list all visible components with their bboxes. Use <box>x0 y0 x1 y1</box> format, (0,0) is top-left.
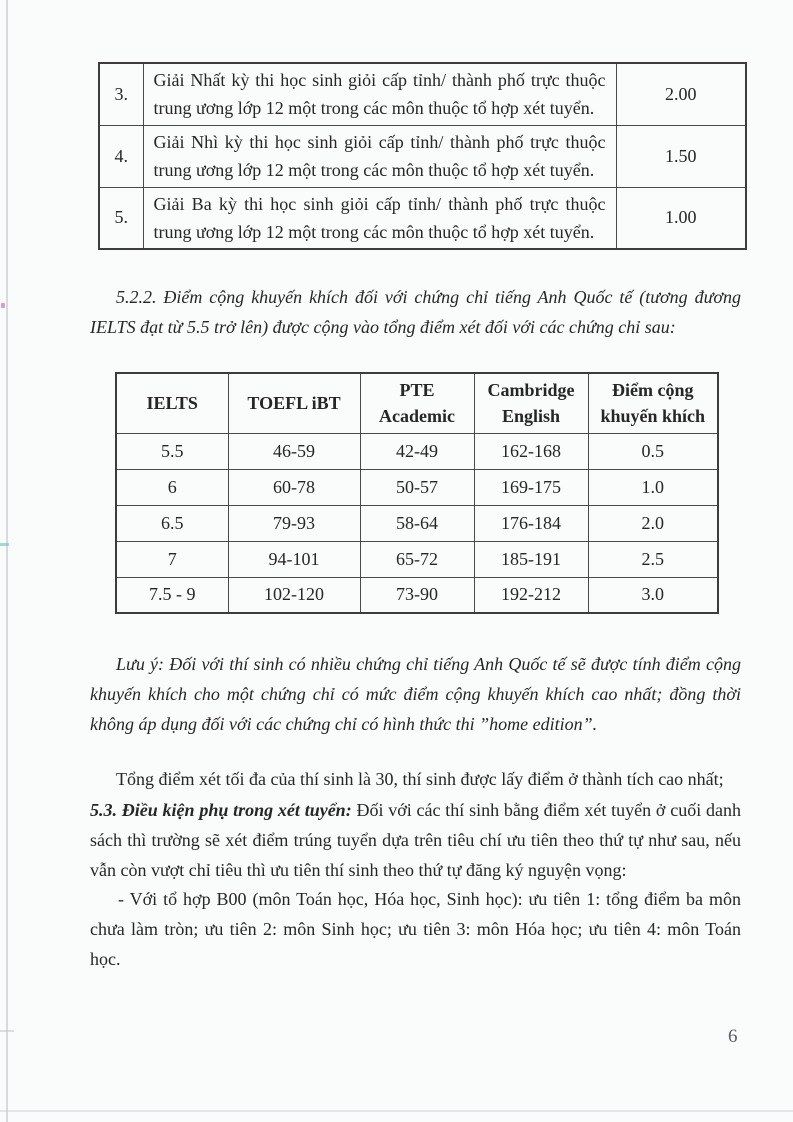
section-5-2-2-paragraph: 5.2.2. Điểm cộng khuyến khích đối với ch… <box>90 287 741 337</box>
cell-pte: 42-49 <box>359 432 475 470</box>
scan-artifact-speck <box>0 543 9 546</box>
cell-ielts: 6 <box>115 468 229 506</box>
section-5-3-text: Đối với các thí sinh bằng điểm xét tuyển… <box>90 800 741 880</box>
cell-cambridge: 162-168 <box>473 432 589 470</box>
scan-edge-line-left <box>6 0 8 1122</box>
cell-toefl: 94-101 <box>227 540 361 578</box>
row-number: 5. <box>98 186 144 250</box>
cell-ielts: 7.5 - 9 <box>115 576 229 614</box>
table-row: 7.5 - 9 102-120 73-90 192-212 3.0 <box>115 576 719 614</box>
table-row: 4. Giải Nhì kỳ thi học sinh giỏi cấp tỉn… <box>98 124 747 188</box>
column-header-toefl: TOEFL iBT <box>227 372 361 434</box>
cell-cambridge: 176-184 <box>473 504 589 542</box>
page-number: 6 <box>728 1026 738 1047</box>
cell-bonus: 3.0 <box>587 576 719 614</box>
table-row: 6 60-78 50-57 169-175 1.0 <box>115 468 719 506</box>
row-number: 3. <box>98 62 144 126</box>
scan-artifact-tick <box>0 1030 14 1032</box>
note-paragraph: Lưu ý: Đối với thí sinh có nhiều chứng c… <box>90 654 741 734</box>
column-header-cambridge: Cambridge English <box>473 372 589 434</box>
award-points: 1.50 <box>615 124 747 188</box>
award-description: Giải Nhì kỳ thi học sinh giỏi cấp tỉnh/ … <box>142 124 617 188</box>
cell-bonus: 2.5 <box>587 540 719 578</box>
cell-toefl: 102-120 <box>227 576 361 614</box>
cell-toefl: 60-78 <box>227 468 361 506</box>
max-score-paragraph: Tổng điểm xét tối đa của thí sinh là 30,… <box>116 769 724 789</box>
cell-ielts: 6.5 <box>115 504 229 542</box>
cell-bonus: 2.0 <box>587 504 719 542</box>
cell-toefl: 79-93 <box>227 504 361 542</box>
cell-bonus: 1.0 <box>587 468 719 506</box>
award-points: 2.00 <box>615 62 747 126</box>
table-row: 5. Giải Ba kỳ thi học sinh giỏi cấp tỉnh… <box>98 186 747 250</box>
row-number: 4. <box>98 124 144 188</box>
table-row: 3. Giải Nhất kỳ thi học sinh giỏi cấp tỉ… <box>98 62 747 126</box>
section-5-3-label: 5.3. Điều kiện phụ trong xét tuyển: <box>90 800 352 820</box>
award-description: Giải Ba kỳ thi học sinh giỏi cấp tỉnh/ t… <box>142 186 617 250</box>
table-row: 6.5 79-93 58-64 176-184 2.0 <box>115 504 719 542</box>
english-certificate-table: IELTS TOEFL iBT PTE Academic Cambridge E… <box>115 372 719 614</box>
cell-pte: 73-90 <box>359 576 475 614</box>
column-header-pte: PTE Academic <box>359 372 475 434</box>
cell-ielts: 5.5 <box>115 432 229 470</box>
award-points-table: 3. Giải Nhất kỳ thi học sinh giỏi cấp tỉ… <box>98 62 747 250</box>
cell-pte: 65-72 <box>359 540 475 578</box>
cell-toefl: 46-59 <box>227 432 361 470</box>
award-description: Giải Nhất kỳ thi học sinh giỏi cấp tỉnh/… <box>142 62 617 126</box>
cell-pte: 58-64 <box>359 504 475 542</box>
cell-bonus: 0.5 <box>587 432 719 470</box>
cell-cambridge: 169-175 <box>473 468 589 506</box>
table-header-row: IELTS TOEFL iBT PTE Academic Cambridge E… <box>115 372 719 434</box>
cell-cambridge: 192-212 <box>473 576 589 614</box>
table-row: 7 94-101 65-72 185-191 2.5 <box>115 540 719 578</box>
cell-pte: 50-57 <box>359 468 475 506</box>
award-points: 1.00 <box>615 186 747 250</box>
table-row: 5.5 46-59 42-49 162-168 0.5 <box>115 432 719 470</box>
column-header-bonus: Điểm cộng khuyến khích <box>587 372 719 434</box>
section-5-3-paragraph: 5.3. Điều kiện phụ trong xét tuyển: Đối … <box>90 795 741 885</box>
scan-edge-line-bottom <box>0 1110 793 1112</box>
cell-ielts: 7 <box>115 540 229 578</box>
column-header-ielts: IELTS <box>115 372 229 434</box>
cell-cambridge: 185-191 <box>473 540 589 578</box>
scan-artifact-speck <box>1 303 5 308</box>
b00-priority-paragraph: - Với tổ hợp B00 (môn Toán học, Hóa học,… <box>90 889 741 969</box>
